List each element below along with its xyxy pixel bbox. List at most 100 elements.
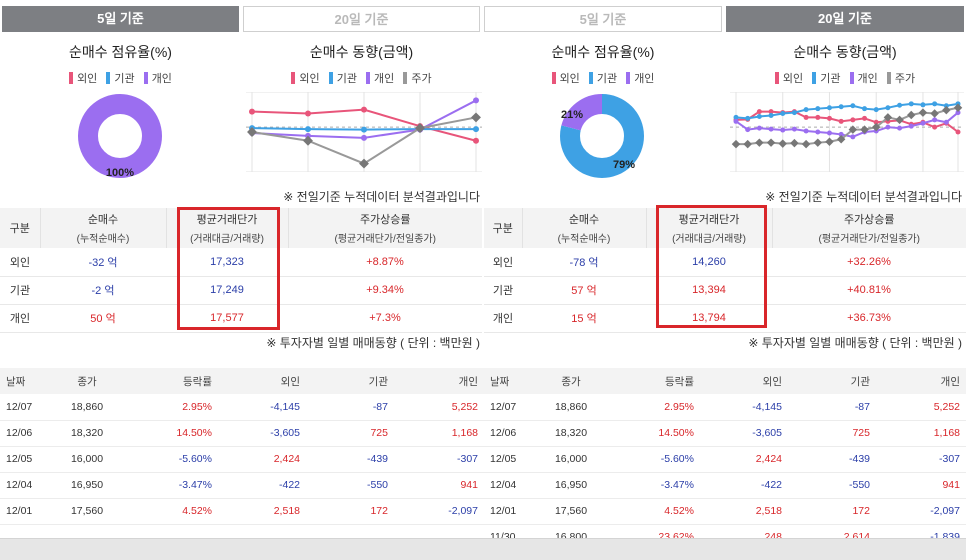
pie-chart-right: 21% 79% xyxy=(560,94,644,178)
cell-date: 12/05 xyxy=(484,446,538,473)
avg-value: 17,323 xyxy=(166,248,288,277)
daily-note-right: ※ 투자자별 일별 매매동향 ( 단위 : 백만원 ) xyxy=(748,336,962,350)
pie-title-right: 순매수 점유율(%) xyxy=(551,44,655,60)
point-price xyxy=(743,139,752,149)
avg-value: 13,394 xyxy=(646,276,772,305)
line-legend-right: 외인 기관 개인 주가 xyxy=(726,70,964,87)
price-swatch-icon xyxy=(886,72,891,84)
point-individual xyxy=(361,134,367,141)
cell-close: 18,320 xyxy=(538,420,604,447)
daily-table-left: 날짜 종가 등락률 외인 기관 개인 12/07 18,860 2.95% -4,145 -87 5… xyxy=(0,368,484,525)
cell-individual: -307 xyxy=(876,446,966,473)
table-row: 12/06 18,320 14.50% -3,605 725 1,168 xyxy=(0,420,484,447)
legend-label: 개인 xyxy=(857,73,878,85)
tab-5day-left[interactable]: 5일 기준 xyxy=(2,6,239,32)
cell-change: -5.60% xyxy=(604,446,700,473)
summary-note-right: ※ 전일기준 누적데이터 분석결과입니다 xyxy=(765,190,962,204)
cell-foreign: -422 xyxy=(700,472,788,499)
rise-value: +9.34% xyxy=(288,276,482,305)
institution-swatch-icon xyxy=(812,72,817,84)
point-individual xyxy=(908,123,914,129)
summary-table-right: 구분 순매수 (누적순매수) 평균거래단가 (거래대금/거래량) 주가상승률 (평균거… xyxy=(484,208,966,333)
point-foreign xyxy=(305,110,311,117)
point-foreign xyxy=(955,129,961,135)
point-foreign xyxy=(838,118,844,124)
cell-date: 12/07 xyxy=(484,394,538,421)
point-foreign xyxy=(361,106,367,113)
row-label: 기관 xyxy=(484,276,522,305)
point-price xyxy=(471,112,481,123)
net-value: 15 억 xyxy=(522,304,646,333)
pie-chart-left: 100% xyxy=(78,94,162,179)
point-individual xyxy=(791,126,797,132)
header-price-rise: 주가상승률 (평균거래단가/전일종가) xyxy=(771,208,966,248)
point-foreign xyxy=(473,137,479,144)
point-individual xyxy=(473,97,479,104)
point-price xyxy=(247,127,257,137)
cell-date: 12/06 xyxy=(484,420,538,447)
point-individual xyxy=(850,134,856,140)
individual-swatch-icon xyxy=(366,72,371,84)
cell-close: 16,000 xyxy=(538,446,604,473)
cell-close: 17,560 xyxy=(538,498,604,525)
line-legend-left: 외인 기관 개인 주가 xyxy=(243,70,480,87)
point-institution xyxy=(791,110,797,116)
cell-individual: 1,168 xyxy=(876,420,966,447)
cell-change: -3.47% xyxy=(120,472,218,499)
row-label: 외인 xyxy=(484,248,522,277)
foreign-swatch-icon xyxy=(69,72,74,84)
net-value: -32 억 xyxy=(40,248,166,277)
point-individual xyxy=(756,125,762,131)
cell-individual: 1,168 xyxy=(394,420,484,447)
individual-swatch-icon xyxy=(626,72,631,84)
line-title-left: 순매수 동향(금액) xyxy=(309,44,414,60)
tab-20day-left[interactable]: 20일 기준 xyxy=(243,6,480,32)
rise-value: +32.26% xyxy=(772,248,966,277)
row-label: 개인 xyxy=(484,304,522,333)
cell-institution: -550 xyxy=(306,472,394,499)
point-institution xyxy=(745,115,751,121)
tab-20day-right[interactable]: 20일 기준 xyxy=(726,6,964,32)
summary-table-left: 구분 순매수 (누적순매수) 평균거래단가 (거래대금/거래량) 주가상승률 (평균거… xyxy=(0,208,482,333)
foreign-swatch-icon xyxy=(291,72,296,84)
point-individual xyxy=(768,126,774,132)
point-institution xyxy=(756,113,762,119)
cell-close: 16,000 xyxy=(54,446,120,473)
cell-change: 2.95% xyxy=(604,394,700,421)
legend-label: 외인 xyxy=(782,73,804,85)
cell-individual: 5,252 xyxy=(876,394,966,421)
table-row: 외인 -78 억 14,260 +32.26% xyxy=(484,248,966,277)
point-individual xyxy=(745,127,751,133)
cell-institution: -550 xyxy=(788,472,876,499)
point-individual xyxy=(943,119,949,125)
pie-slice-individual xyxy=(78,94,162,178)
point-individual xyxy=(803,128,809,134)
table-row: 12/05 16,000 -5.60% 2,424 -439 -307 xyxy=(0,446,484,473)
header-category: 구분 xyxy=(492,223,513,235)
net-value: -2 억 xyxy=(40,276,166,305)
summary-note-left: ※ 전일기준 누적데이터 분석결과입니다 xyxy=(283,190,480,204)
daily-table-right: 날짜 종가 등락률 외인 기관 개인 12/07 18,860 2.95% -4,145 -87 5… xyxy=(484,368,966,551)
cell-foreign: -4,145 xyxy=(700,394,788,421)
tab-5day-right[interactable]: 5일 기준 xyxy=(484,6,722,32)
line-title-right: 순매수 동향(금액) xyxy=(793,44,897,60)
point-individual xyxy=(955,110,961,116)
pie-label: 79% xyxy=(613,159,635,171)
table-row: 12/04 16,950 -3.47% -422 -550 941 xyxy=(484,472,966,499)
cell-date: 12/07 xyxy=(0,394,54,421)
cell-foreign: 2,424 xyxy=(218,446,306,473)
point-institution xyxy=(908,101,914,107)
point-price xyxy=(755,138,764,147)
pie-legend-right: 외인 기관 개인 xyxy=(484,70,722,87)
institution-swatch-icon xyxy=(588,72,593,84)
cell-institution: 172 xyxy=(306,498,394,525)
table-row: 기관 57 억 13,394 +40.81% xyxy=(484,276,966,305)
legend-label: 개인 xyxy=(151,73,172,85)
point-individual xyxy=(826,130,832,136)
cell-close: 18,860 xyxy=(54,394,120,421)
cell-change: 4.52% xyxy=(604,498,700,525)
bottom-scroll-bar[interactable] xyxy=(0,538,966,560)
daily-note-left: ※ 투자자별 일별 매매동향 ( 단위 : 백만원 ) xyxy=(266,336,480,350)
header-avg-price: 평균거래단가 (거래대금/거래량) xyxy=(645,208,772,248)
table-row: 12/07 18,860 2.95% -4,145 -87 5,252 xyxy=(0,394,484,421)
